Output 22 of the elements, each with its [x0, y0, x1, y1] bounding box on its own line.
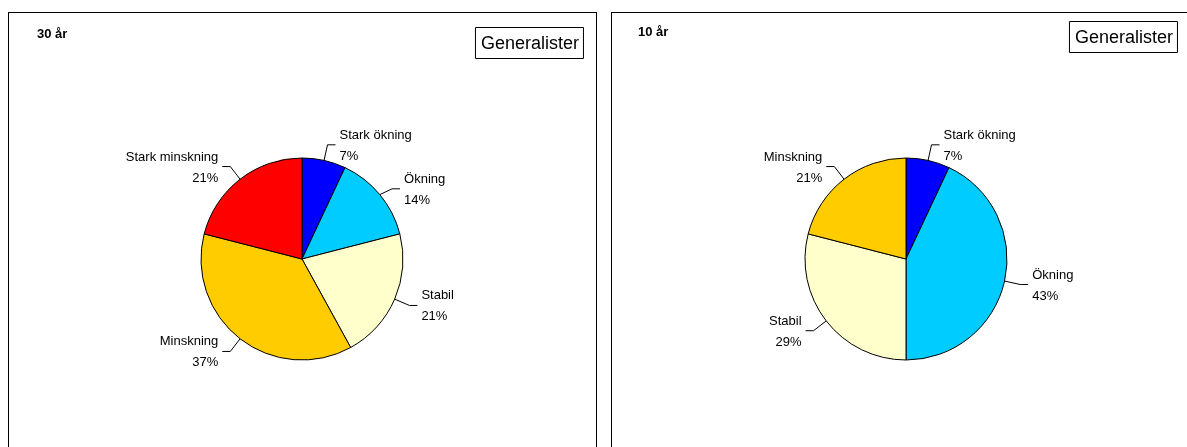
- chart-title: 30 år: [37, 26, 68, 41]
- data-label: 29%: [775, 333, 802, 349]
- slice-label: Stabil: [421, 287, 455, 303]
- slice-label: Stark minskning: [125, 148, 219, 164]
- data-label: 21%: [192, 169, 219, 185]
- slice-label: Stabil: [769, 312, 802, 328]
- text: Generalister: [1074, 27, 1174, 47]
- data-label: 21%: [421, 308, 448, 324]
- data-label: 7%: [339, 147, 359, 163]
- slice-label: Minskning: [159, 333, 219, 349]
- slice-label: Minskning: [763, 148, 823, 164]
- slice-label: Ökning: [1032, 266, 1074, 282]
- text: Generalister: [480, 33, 580, 53]
- slice-label: Stark ökning: [943, 126, 1016, 142]
- data-label: 21%: [796, 169, 823, 185]
- slice-label: Stark ökning: [339, 126, 412, 142]
- slice-label: Ökning: [404, 170, 446, 186]
- data-label: 43%: [1032, 287, 1059, 303]
- data-label: 37%: [192, 354, 219, 370]
- data-label: 7%: [943, 147, 963, 163]
- text: 10 år: [638, 24, 669, 39]
- data-label: 14%: [404, 191, 431, 207]
